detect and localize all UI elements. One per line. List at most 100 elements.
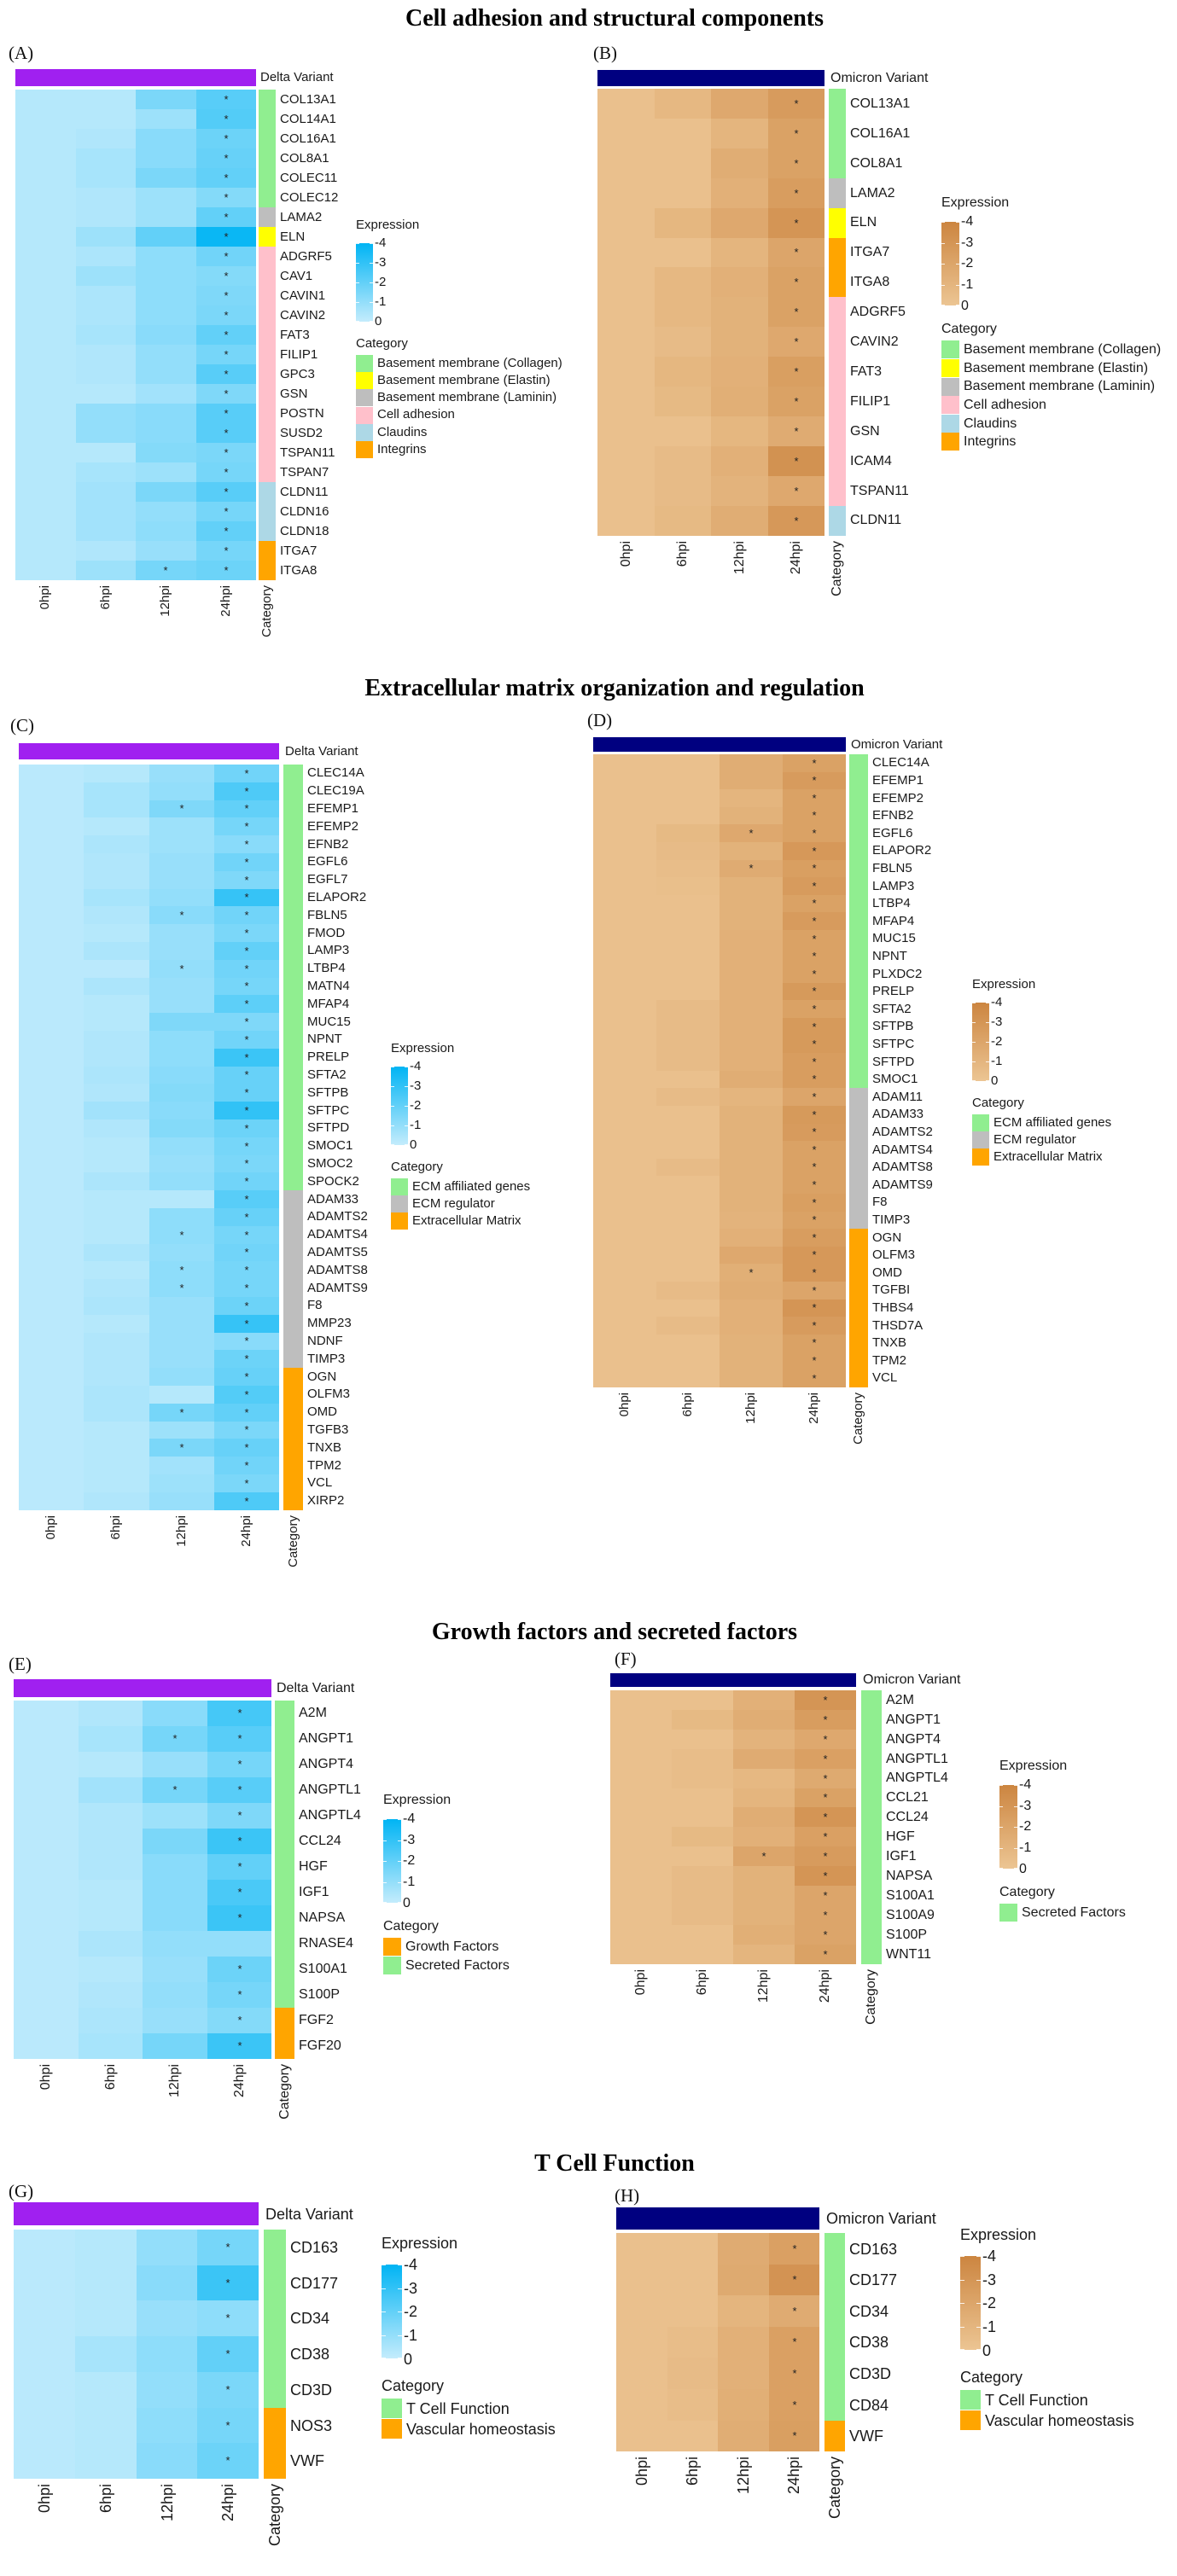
colorbar-tick <box>986 1022 989 1023</box>
heatmap-cell: * <box>214 1155 279 1172</box>
category-cell <box>275 1957 294 1982</box>
significance-asterisk: * <box>812 985 817 997</box>
colorbar-tick-label: -1 <box>982 2318 997 2335</box>
significance-asterisk: * <box>244 1068 249 1081</box>
heatmap-cell <box>711 89 768 119</box>
heatmap-cell <box>149 1492 214 1510</box>
significance-asterisk: * <box>244 1477 249 1490</box>
heatmap-cell: * <box>214 1190 279 1208</box>
heatmap-cell: * <box>783 1317 846 1335</box>
significance-asterisk: * <box>823 1889 828 1902</box>
heatmap-cell: * <box>795 1769 856 1788</box>
heatmap-cell <box>720 948 783 965</box>
category-cell <box>275 1829 294 1854</box>
variant-annotation-bar <box>19 743 279 759</box>
heatmap-cell <box>14 1957 79 1982</box>
heatmap-cell: * <box>783 1300 846 1317</box>
variant-label: Delta Variant <box>265 2206 353 2223</box>
category-cell <box>829 416 846 446</box>
category-cell <box>264 2300 286 2336</box>
heatmap-cell <box>136 168 196 188</box>
gene-label: TSPAN11 <box>280 445 335 460</box>
heatmap-cell <box>143 1931 207 1957</box>
heatmap-cell <box>84 1102 149 1119</box>
heatmap-cell <box>19 1368 84 1386</box>
gene-label: COLEC12 <box>280 190 339 205</box>
colorbar-tick-label: -1 <box>404 2327 418 2344</box>
significance-asterisk: * <box>812 1125 817 1138</box>
heatmap-cell: * <box>783 983 846 1000</box>
significance-asterisk: * <box>244 802 249 815</box>
heatmap-cell <box>720 1159 783 1176</box>
heatmap-cell: * <box>795 1846 856 1866</box>
gene-label: ITGA8 <box>850 275 890 289</box>
section-title-growth-factors: Growth factors and secreted factors <box>431 1619 798 1645</box>
heatmap-cell <box>14 2033 79 2059</box>
gene-label: ADGRF5 <box>850 305 906 319</box>
gene-label: ANGPT4 <box>886 1732 941 1747</box>
category-cell <box>861 1710 882 1730</box>
expression-colorbar <box>972 1003 989 1081</box>
colorbar-tick-label: -3 <box>991 1015 1003 1029</box>
category-cell <box>861 1945 882 1964</box>
heatmap-cell: * <box>795 1945 856 1964</box>
heatmap-cell <box>75 2408 137 2443</box>
significance-asterisk: * <box>794 455 799 468</box>
gene-label: THSD7A <box>872 1318 924 1333</box>
x-axis-label: 0hpi <box>38 585 52 610</box>
category-cell <box>849 1352 868 1369</box>
heatmap-cell: * <box>783 930 846 948</box>
heatmap-cell <box>136 345 196 364</box>
gene-label: TNXB <box>872 1335 907 1350</box>
heatmap-cell <box>84 1386 149 1404</box>
heatmap-cell <box>19 1137 84 1155</box>
heatmap-cell: * <box>196 207 256 227</box>
heatmap-cell <box>593 807 656 824</box>
gene-label: ADAM33 <box>872 1107 924 1121</box>
heatmap-cell <box>19 1226 84 1244</box>
significance-asterisk: * <box>812 1354 817 1367</box>
gene-label: SFTA2 <box>307 1067 347 1082</box>
gene-label: FAT3 <box>280 328 310 342</box>
heatmap-cell: * <box>783 1212 846 1229</box>
significance-asterisk: * <box>812 1160 817 1173</box>
heatmap-cell <box>656 930 720 948</box>
heatmap-cell: * <box>207 2033 271 2059</box>
gene-label: CD38 <box>849 2334 889 2351</box>
legend-category-label: Integrins <box>964 434 1017 449</box>
gene-label: F8 <box>872 1195 888 1209</box>
legend-category-label: Secreted Factors <box>1022 1905 1126 1920</box>
colorbar-tick <box>941 264 945 265</box>
significance-asterisk: * <box>823 1850 828 1863</box>
category-cell <box>849 1159 868 1176</box>
x-axis-label: 6hpi <box>97 2484 114 2514</box>
category-axis-label: Category <box>277 2064 292 2120</box>
heatmap-cell: * <box>214 1013 279 1031</box>
significance-asterisk: * <box>823 1811 828 1823</box>
heatmap-cell: * <box>214 889 279 906</box>
heatmap-cell <box>19 1031 84 1049</box>
x-axis-label: 24hpi <box>239 1515 253 1547</box>
legend-expression-title: Expression <box>941 195 1010 210</box>
heatmap-cell <box>718 2265 769 2295</box>
variant-annotation-bar <box>616 2207 819 2230</box>
colorbar-tick <box>960 2256 964 2257</box>
colorbar-tick-label: -1 <box>961 277 974 292</box>
heatmap-cell: * <box>196 443 256 462</box>
heatmap-cell <box>656 1141 720 1159</box>
heatmap-cell <box>75 2230 137 2265</box>
heatmap-cell <box>143 1752 207 1777</box>
gene-label: SMOC2 <box>307 1156 353 1171</box>
category-cell <box>283 1386 303 1404</box>
heatmap-cell <box>19 800 84 817</box>
heatmap-cell <box>720 842 783 860</box>
x-axis-label: 6hpi <box>675 541 690 567</box>
colorbar-tick-label: 0 <box>1019 1862 1027 1876</box>
heatmap-cell <box>143 2033 207 2059</box>
significance-asterisk: * <box>794 305 799 318</box>
heatmap-cell <box>19 1172 84 1190</box>
heatmap-cell: * <box>196 423 256 443</box>
heatmap-cell <box>656 1335 720 1352</box>
category-cell <box>259 90 276 109</box>
gene-label: ADAMTS2 <box>307 1209 368 1224</box>
